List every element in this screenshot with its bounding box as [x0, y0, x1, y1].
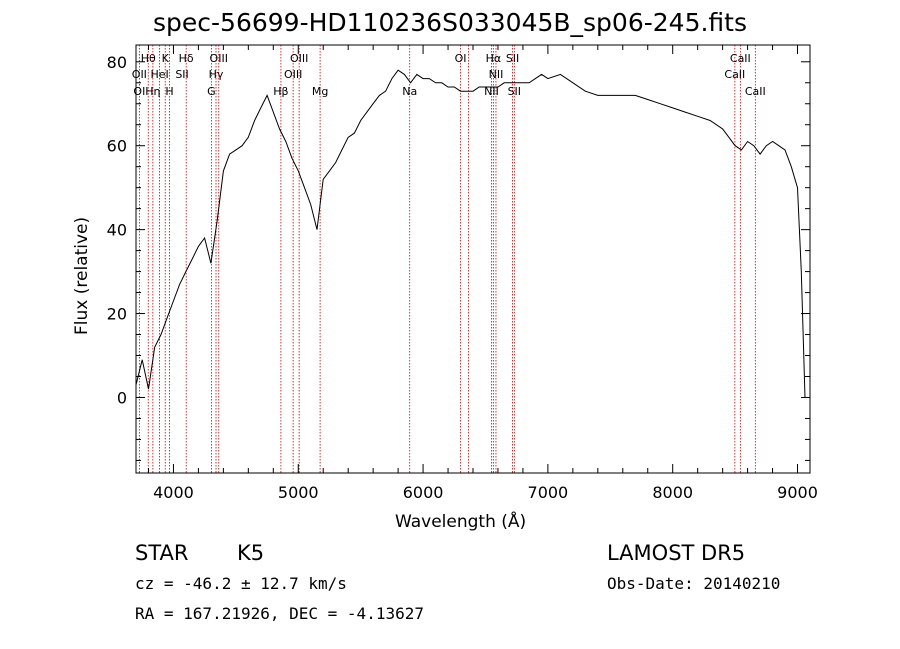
line-label: Hθ	[141, 52, 156, 65]
observation-date: Obs-Date: 20140210	[607, 574, 781, 593]
line-label: SII	[506, 52, 519, 65]
x-tick-label: 8000	[652, 483, 693, 502]
line-label: OIII	[210, 52, 228, 65]
line-label: OI	[133, 85, 145, 98]
line-label: Na	[402, 85, 417, 98]
line-label: OIII	[290, 52, 308, 65]
line-labels: Hθ K Hδ OIII OIII OI Hα SII CaII OII HeI SII Hγ OIII N…	[132, 52, 766, 98]
line-label: Hη	[145, 85, 160, 98]
x-tick-label: 7000	[528, 483, 569, 502]
line-label: OIII	[284, 68, 302, 81]
line-label: SII	[508, 85, 521, 98]
line-label: CaII	[730, 52, 751, 65]
ra-dec-coordinates: RA = 167.21926, DEC = -4.13627	[135, 604, 424, 623]
y-axis-label: Flux (relative)	[72, 216, 92, 335]
y-tick-label: 20	[107, 305, 127, 324]
y-tick-label: 60	[107, 137, 127, 156]
spectrum-line	[135, 69, 806, 398]
x-tick-label: 6000	[403, 483, 444, 502]
line-label: OII	[132, 68, 147, 81]
line-label: Hβ	[273, 85, 288, 98]
line-label: Mg	[312, 85, 328, 98]
x-tick-label: 5000	[278, 483, 319, 502]
y-tick-label: 80	[107, 53, 127, 72]
spectral-line-markers	[138, 45, 756, 473]
line-label: CaII	[745, 85, 766, 98]
survey-name: LAMOST DR5	[607, 541, 746, 565]
line-label: CaII	[724, 68, 745, 81]
line-label: NII	[489, 68, 504, 81]
chart-title: spec-56699-HD110236S033045B_sp06-245.fit…	[153, 8, 747, 37]
y-tick-label: 0	[117, 388, 127, 407]
x-tick-label: 9000	[777, 483, 818, 502]
plot-frame	[135, 44, 811, 474]
y-tick-label: 40	[107, 221, 127, 240]
line-label: Hδ	[179, 52, 194, 65]
axis-ticks: 4000 5000 6000 7000 8000 9000 0 20 40 60 80	[107, 45, 818, 502]
redshift-cz: cz = -46.2 ± 12.7 km/s	[135, 574, 347, 593]
x-tick-label: 4000	[153, 483, 194, 502]
line-label: Hγ	[209, 68, 224, 81]
line-label: OI	[455, 52, 467, 65]
line-label: K	[162, 52, 170, 65]
line-label: H	[165, 85, 173, 98]
object-type: STAR	[135, 541, 189, 565]
x-axis-label: Wavelength (Å)	[395, 512, 527, 532]
line-label: NII	[484, 85, 499, 98]
line-label: SII	[175, 68, 188, 81]
line-label: G	[207, 85, 216, 98]
line-label: Hα	[486, 52, 502, 65]
spectral-subclass: K5	[237, 541, 265, 565]
line-label: HeI	[150, 68, 168, 81]
